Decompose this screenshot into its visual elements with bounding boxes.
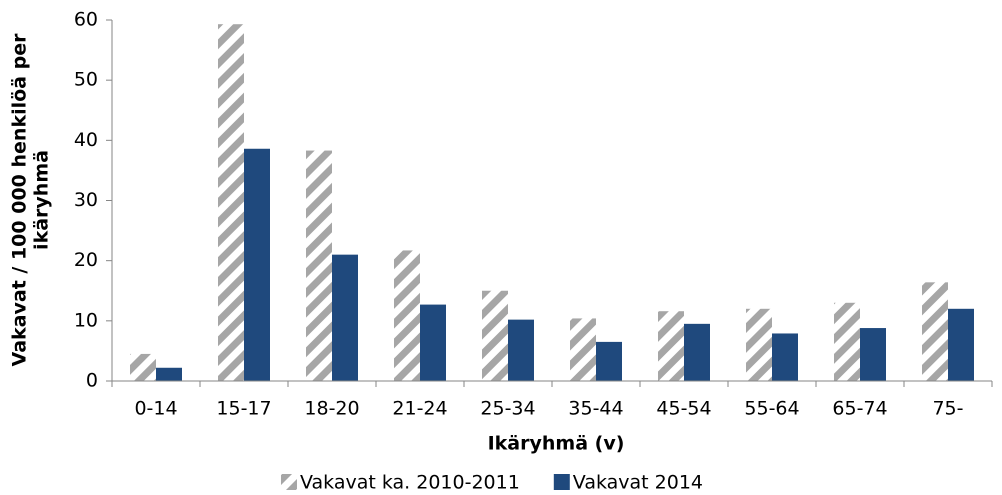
x-tick-label: 25-34 <box>480 398 535 420</box>
y-tick-label: 10 <box>74 309 98 331</box>
legend-item: Vakavat ka. 2010-2011 <box>280 472 520 494</box>
bar <box>570 318 596 381</box>
bar <box>244 148 270 381</box>
y-tick-label: 60 <box>74 9 98 31</box>
legend-swatch <box>553 474 570 490</box>
bar <box>834 302 860 381</box>
bar <box>332 254 358 381</box>
bar <box>684 323 710 381</box>
bar <box>860 328 886 381</box>
y-axis-title: Vakavat / 100 000 henkilöä per <box>9 33 31 367</box>
bar <box>746 308 772 381</box>
legend-label: Vakavat 2014 <box>573 472 703 494</box>
x-tick-label: 18-20 <box>304 398 359 420</box>
bar <box>218 24 244 381</box>
bar <box>508 319 534 381</box>
bar <box>130 353 156 381</box>
y-tick-label: 20 <box>74 249 98 271</box>
legend: Vakavat ka. 2010-2011 Vakavat 2014 <box>280 472 703 494</box>
y-axis-title: ikäryhmä <box>31 150 53 250</box>
bar <box>922 282 948 381</box>
bar <box>394 250 420 381</box>
x-axis-title: Ikäryhmä (v) <box>488 433 625 455</box>
y-tick-label: 30 <box>74 189 98 211</box>
bar <box>482 290 508 381</box>
x-tick-label: 65-74 <box>832 398 887 420</box>
bar <box>156 367 182 381</box>
x-tick-label: 15-17 <box>216 398 271 420</box>
legend-swatch <box>280 474 297 490</box>
x-tick-label: 35-44 <box>568 398 623 420</box>
bar <box>420 304 446 381</box>
bar <box>658 311 684 381</box>
x-tick-label: 21-24 <box>392 398 447 420</box>
legend-label: Vakavat ka. 2010-2011 <box>300 472 520 494</box>
x-tick-label: 0-14 <box>134 398 177 420</box>
legend-item: Vakavat 2014 <box>553 472 703 494</box>
bar <box>772 333 798 381</box>
y-tick-label: 50 <box>74 69 98 91</box>
x-tick-label: 55-64 <box>744 398 799 420</box>
y-tick-label: 0 <box>86 370 98 392</box>
bar <box>596 341 622 381</box>
bar <box>306 150 332 381</box>
y-tick-label: 40 <box>74 129 98 151</box>
x-tick-label: 75- <box>932 398 963 420</box>
x-tick-label: 45-54 <box>656 398 711 420</box>
bar <box>948 308 974 381</box>
